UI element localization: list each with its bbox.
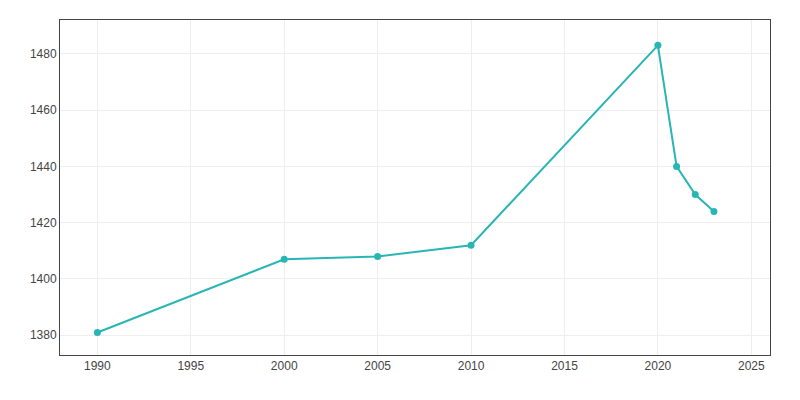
svg-text:1400: 1400: [30, 272, 57, 286]
svg-text:1440: 1440: [30, 160, 57, 174]
svg-text:2005: 2005: [364, 359, 391, 373]
svg-text:1480: 1480: [30, 47, 57, 61]
svg-text:1420: 1420: [30, 216, 57, 230]
svg-text:1995: 1995: [177, 359, 204, 373]
svg-text:2025: 2025: [738, 359, 765, 373]
svg-text:2015: 2015: [551, 359, 578, 373]
svg-text:2010: 2010: [458, 359, 485, 373]
svg-text:2000: 2000: [271, 359, 298, 373]
svg-text:2020: 2020: [645, 359, 672, 373]
svg-text:1460: 1460: [30, 103, 57, 117]
svg-text:1990: 1990: [84, 359, 111, 373]
svg-text:1380: 1380: [30, 328, 57, 342]
